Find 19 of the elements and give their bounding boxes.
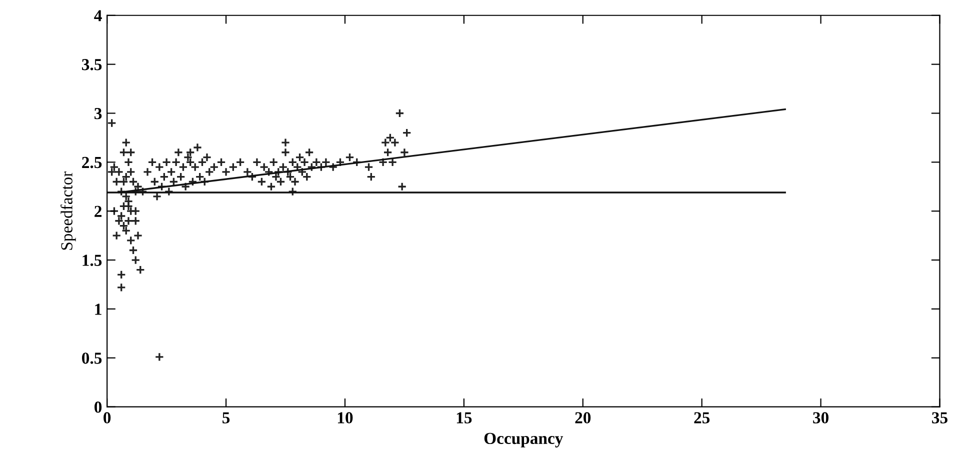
x-tick-label: 5 (222, 412, 230, 424)
x-tick-label: 20 (575, 412, 591, 424)
x-tick-label: 25 (694, 412, 710, 424)
y-tick-label: 1.5 (82, 254, 102, 266)
x-tick-label: 35 (932, 412, 948, 424)
x-axis-title: Occupancy (484, 432, 564, 448)
x-tick-label: 15 (456, 412, 472, 424)
y-tick-label: 4 (94, 10, 102, 22)
y-tick-label: 0 (94, 402, 102, 413)
y-axis-title: Speedfactor (60, 171, 76, 250)
x-tick-label: 30 (813, 412, 828, 424)
y-tick-label: 2 (94, 206, 102, 217)
y-tick-label: 3 (94, 108, 102, 120)
y-tick-label: 0.5 (82, 352, 102, 364)
y-tick-label: 2.5 (82, 156, 102, 168)
y-tick-label: 1 (95, 304, 102, 315)
y-tick-label: 3.5 (82, 59, 102, 70)
x-tick-label: 0 (104, 412, 111, 424)
x-tick-label: 10 (338, 412, 353, 424)
